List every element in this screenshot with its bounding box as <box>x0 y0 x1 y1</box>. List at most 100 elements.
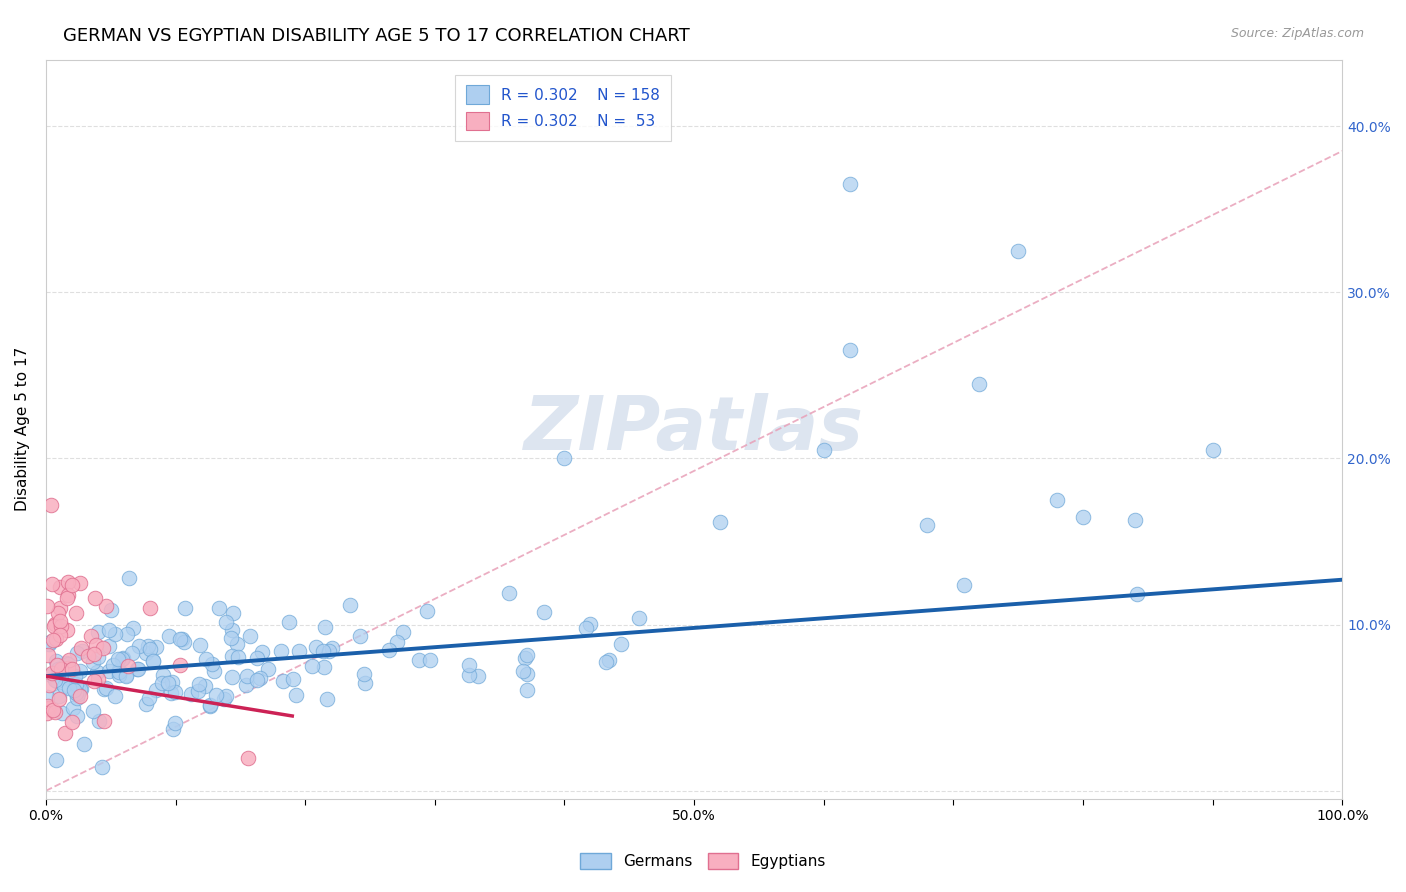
Point <box>65 646 87 660</box>
Point <box>318 644 340 658</box>
Point <box>170 632 193 647</box>
Point <box>46 657 69 672</box>
Point <box>222 607 245 621</box>
Point <box>246 650 269 665</box>
Point <box>37 648 59 662</box>
Point <box>813 443 835 458</box>
Point <box>69 681 91 696</box>
Point <box>56 623 79 637</box>
Point <box>159 686 181 700</box>
Point <box>42 619 65 633</box>
Point <box>138 600 160 615</box>
Text: Source: ZipAtlas.com: Source: ZipAtlas.com <box>1230 27 1364 40</box>
Point <box>180 687 202 701</box>
Point <box>221 632 243 646</box>
Point <box>236 750 259 764</box>
Point <box>67 682 90 697</box>
Point <box>138 690 160 705</box>
Point <box>48 614 70 628</box>
Point <box>415 604 437 618</box>
Point <box>314 660 336 674</box>
Point <box>55 591 77 606</box>
Point <box>246 673 269 687</box>
Point <box>83 673 105 688</box>
Point <box>38 678 60 692</box>
Point <box>60 715 83 730</box>
Point <box>273 673 295 688</box>
Point <box>553 451 575 466</box>
Point <box>91 641 114 656</box>
Point <box>103 657 125 672</box>
Point <box>82 705 104 719</box>
Point <box>83 647 105 661</box>
Point <box>953 578 976 592</box>
Point <box>135 646 157 660</box>
Point <box>610 637 633 651</box>
Point <box>117 659 139 673</box>
Point <box>226 649 249 664</box>
Point <box>221 623 243 637</box>
Point <box>93 714 115 729</box>
Point <box>87 649 110 664</box>
Point <box>169 632 191 647</box>
Point <box>288 644 311 658</box>
Point <box>76 648 98 663</box>
Point <box>533 606 555 620</box>
Point <box>80 629 103 643</box>
Point <box>100 603 122 617</box>
Point <box>142 654 165 668</box>
Point <box>169 658 191 673</box>
Point <box>94 599 117 613</box>
Point <box>516 667 538 681</box>
Point <box>37 690 59 704</box>
Point <box>46 606 69 620</box>
Point <box>38 637 60 651</box>
Point <box>249 671 271 685</box>
Point <box>516 683 538 698</box>
Point <box>205 688 228 702</box>
Point <box>316 692 339 706</box>
Point <box>70 643 93 657</box>
Point <box>512 664 534 678</box>
Point <box>575 621 598 635</box>
Point <box>55 657 77 671</box>
Point <box>108 668 131 682</box>
Point <box>392 624 415 639</box>
Point <box>51 663 73 677</box>
Point <box>56 660 79 674</box>
Point <box>162 722 184 736</box>
Point <box>121 621 143 635</box>
Point <box>156 676 179 690</box>
Point <box>66 687 89 701</box>
Point <box>97 624 120 638</box>
Point <box>44 617 66 632</box>
Point <box>188 677 211 691</box>
Text: GERMAN VS EGYPTIAN DISABILITY AGE 5 TO 17 CORRELATION CHART: GERMAN VS EGYPTIAN DISABILITY AGE 5 TO 1… <box>63 27 690 45</box>
Point <box>45 632 67 646</box>
Point <box>165 716 187 731</box>
Point <box>339 598 361 612</box>
Point <box>42 703 65 717</box>
Point <box>152 668 174 682</box>
Point <box>128 639 150 653</box>
Point <box>37 599 59 613</box>
Point <box>458 667 481 681</box>
Point <box>150 676 173 690</box>
Point <box>65 677 87 691</box>
Point <box>104 690 127 704</box>
Point <box>49 661 72 675</box>
Point <box>457 658 479 673</box>
Point <box>215 615 238 629</box>
Point <box>73 737 96 751</box>
Point <box>305 640 328 654</box>
Point <box>208 601 231 615</box>
Point <box>387 634 409 648</box>
Point <box>84 638 107 652</box>
Point <box>49 580 72 594</box>
Point <box>41 665 63 680</box>
Point <box>49 666 72 681</box>
Point <box>173 635 195 649</box>
Point <box>165 685 187 699</box>
Point <box>107 652 129 666</box>
Point <box>157 629 180 643</box>
